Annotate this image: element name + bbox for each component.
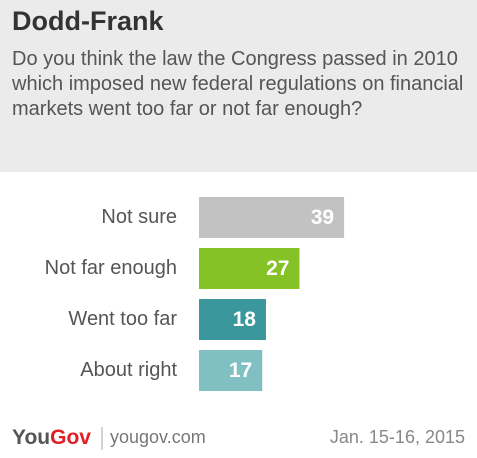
- date: Jan. 15-16, 2015: [330, 427, 465, 447]
- category-label: Not sure: [101, 206, 177, 228]
- bar: [199, 248, 300, 289]
- bar: [199, 350, 263, 391]
- chart-title: Dodd-Frank: [12, 6, 164, 36]
- value-label: 18: [233, 308, 257, 331]
- bar: [199, 299, 266, 340]
- category-label: Went too far: [68, 308, 177, 330]
- category-label: About right: [80, 359, 177, 381]
- category-label: Not far enough: [45, 257, 177, 279]
- value-label: 27: [266, 257, 289, 280]
- bar: [199, 197, 345, 238]
- chart-subtitle: Do you think the law the Congress passed…: [12, 48, 464, 120]
- value-label: 17: [229, 359, 252, 382]
- value-label: 39: [311, 206, 334, 229]
- logo-you: You: [12, 426, 50, 449]
- header-background: [0, 0, 477, 172]
- website: yougov.com: [110, 427, 206, 447]
- logo-gov: Gov: [50, 426, 91, 449]
- logo: YouGov: [12, 426, 91, 449]
